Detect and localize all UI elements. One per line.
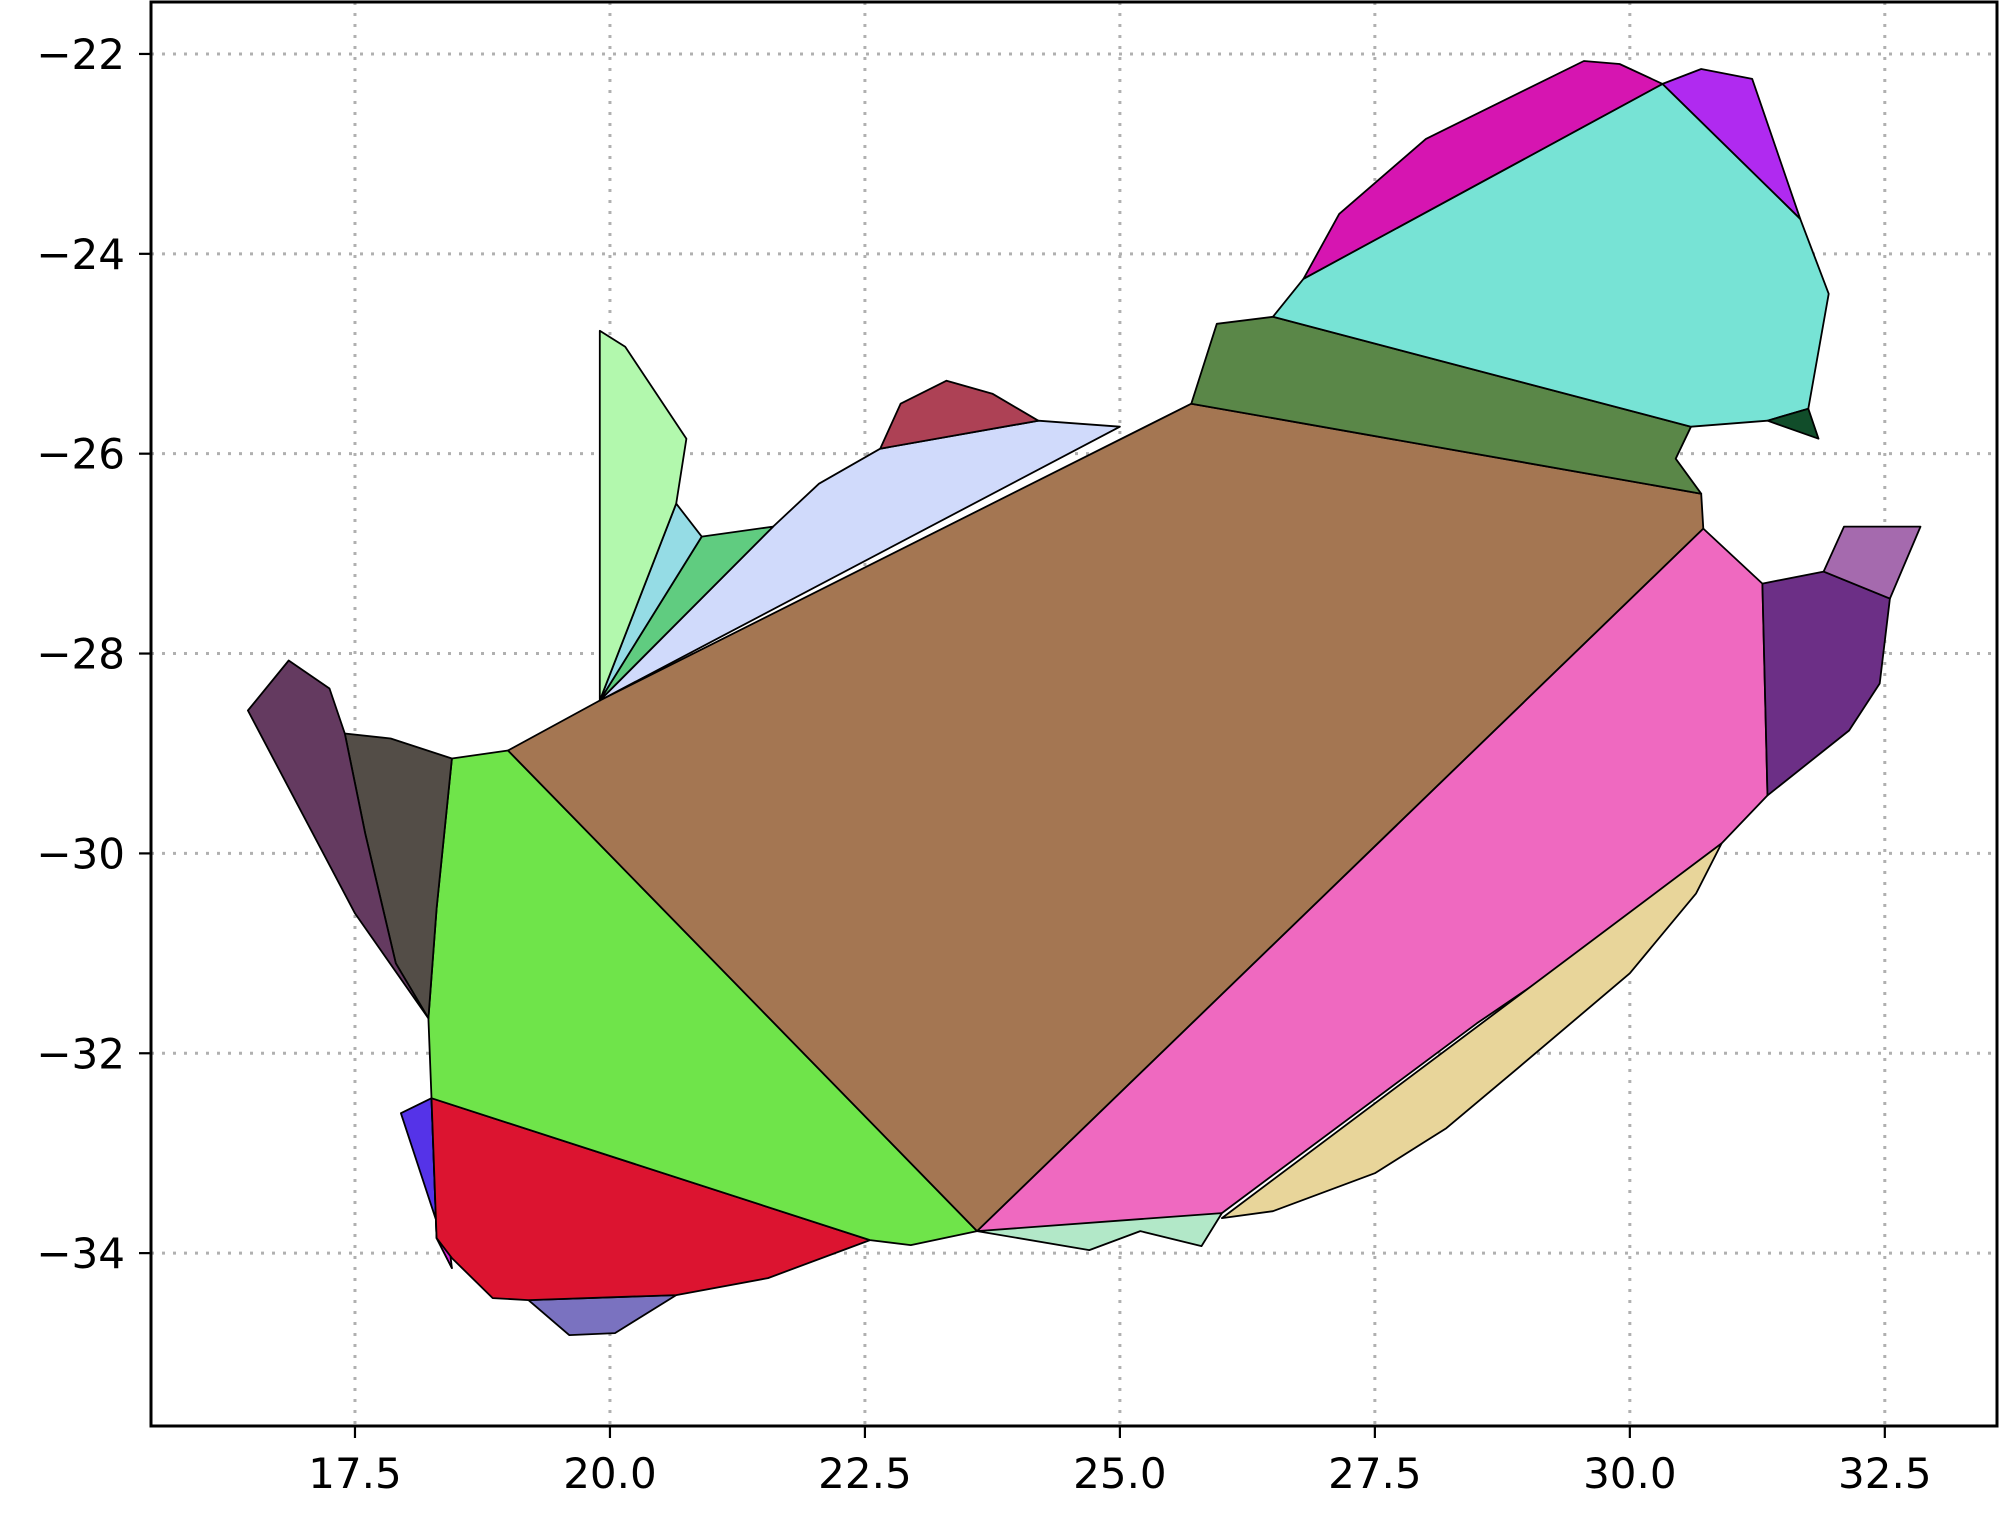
x-tick-label: 27.5 xyxy=(1328,1449,1422,1498)
map-region-polygon xyxy=(976,1212,1223,1251)
map-region-polygon xyxy=(1822,525,1922,600)
y-tick-label: −28 xyxy=(36,630,125,679)
x-tick-label: 20.0 xyxy=(563,1449,657,1498)
y-tick-label: −32 xyxy=(36,1029,125,1078)
map-region-polygon xyxy=(598,329,688,702)
y-tick-label: −22 xyxy=(36,30,125,79)
axes-layer: 17.5 20.0 22.5 25.0 27.5 30.0 32.5 −22 −24 −26 −28… xyxy=(36,0,1999,1498)
x-tick-label: 25.0 xyxy=(1073,1449,1167,1498)
map-region-polygon xyxy=(246,659,430,1020)
map-region-polygon xyxy=(430,1097,871,1301)
y-tick-label: −24 xyxy=(36,230,125,279)
y-tick-label: −34 xyxy=(36,1229,125,1278)
map-region-polygon xyxy=(1221,842,1723,1219)
map-region-polygon xyxy=(1761,570,1891,797)
x-tick-label: 30.0 xyxy=(1583,1449,1677,1498)
x-tick-label: 22.5 xyxy=(818,1449,912,1498)
polygons-layer xyxy=(246,60,1922,1336)
x-tick-label: 17.5 xyxy=(308,1449,402,1498)
map-region-polygon xyxy=(1661,68,1802,220)
plot-frame xyxy=(149,0,1999,1428)
map-region-polygon xyxy=(527,1294,678,1336)
x-tick-label: 32.5 xyxy=(1838,1449,1932,1498)
y-tick-label: −30 xyxy=(36,829,125,878)
y-tick-label: −26 xyxy=(36,430,125,479)
map-region-polygon xyxy=(879,379,1040,450)
map-region-polygon xyxy=(1766,407,1820,440)
